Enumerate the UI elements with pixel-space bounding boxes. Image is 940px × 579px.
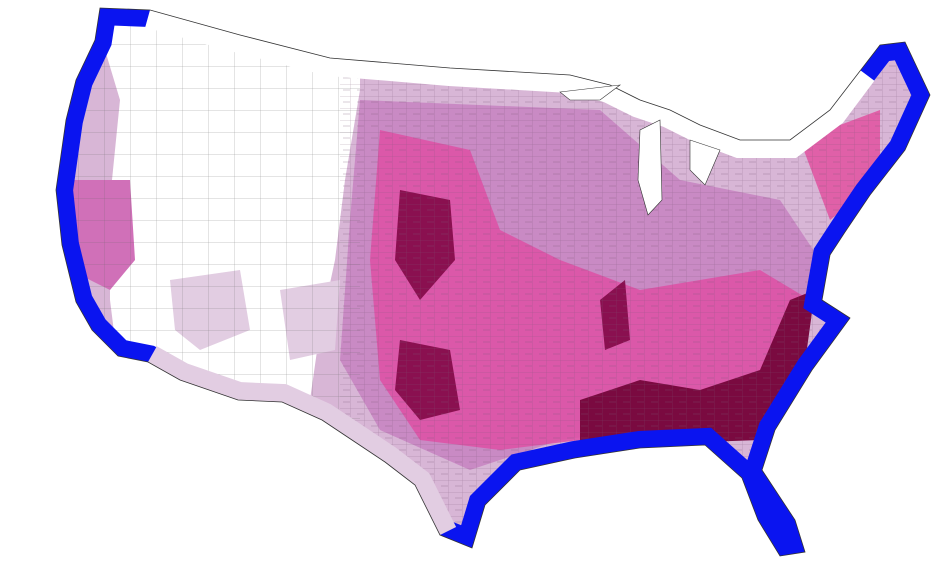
lake [689,139,721,186]
county-lines [56,8,360,556]
lake [559,84,622,101]
lake [637,119,663,216]
